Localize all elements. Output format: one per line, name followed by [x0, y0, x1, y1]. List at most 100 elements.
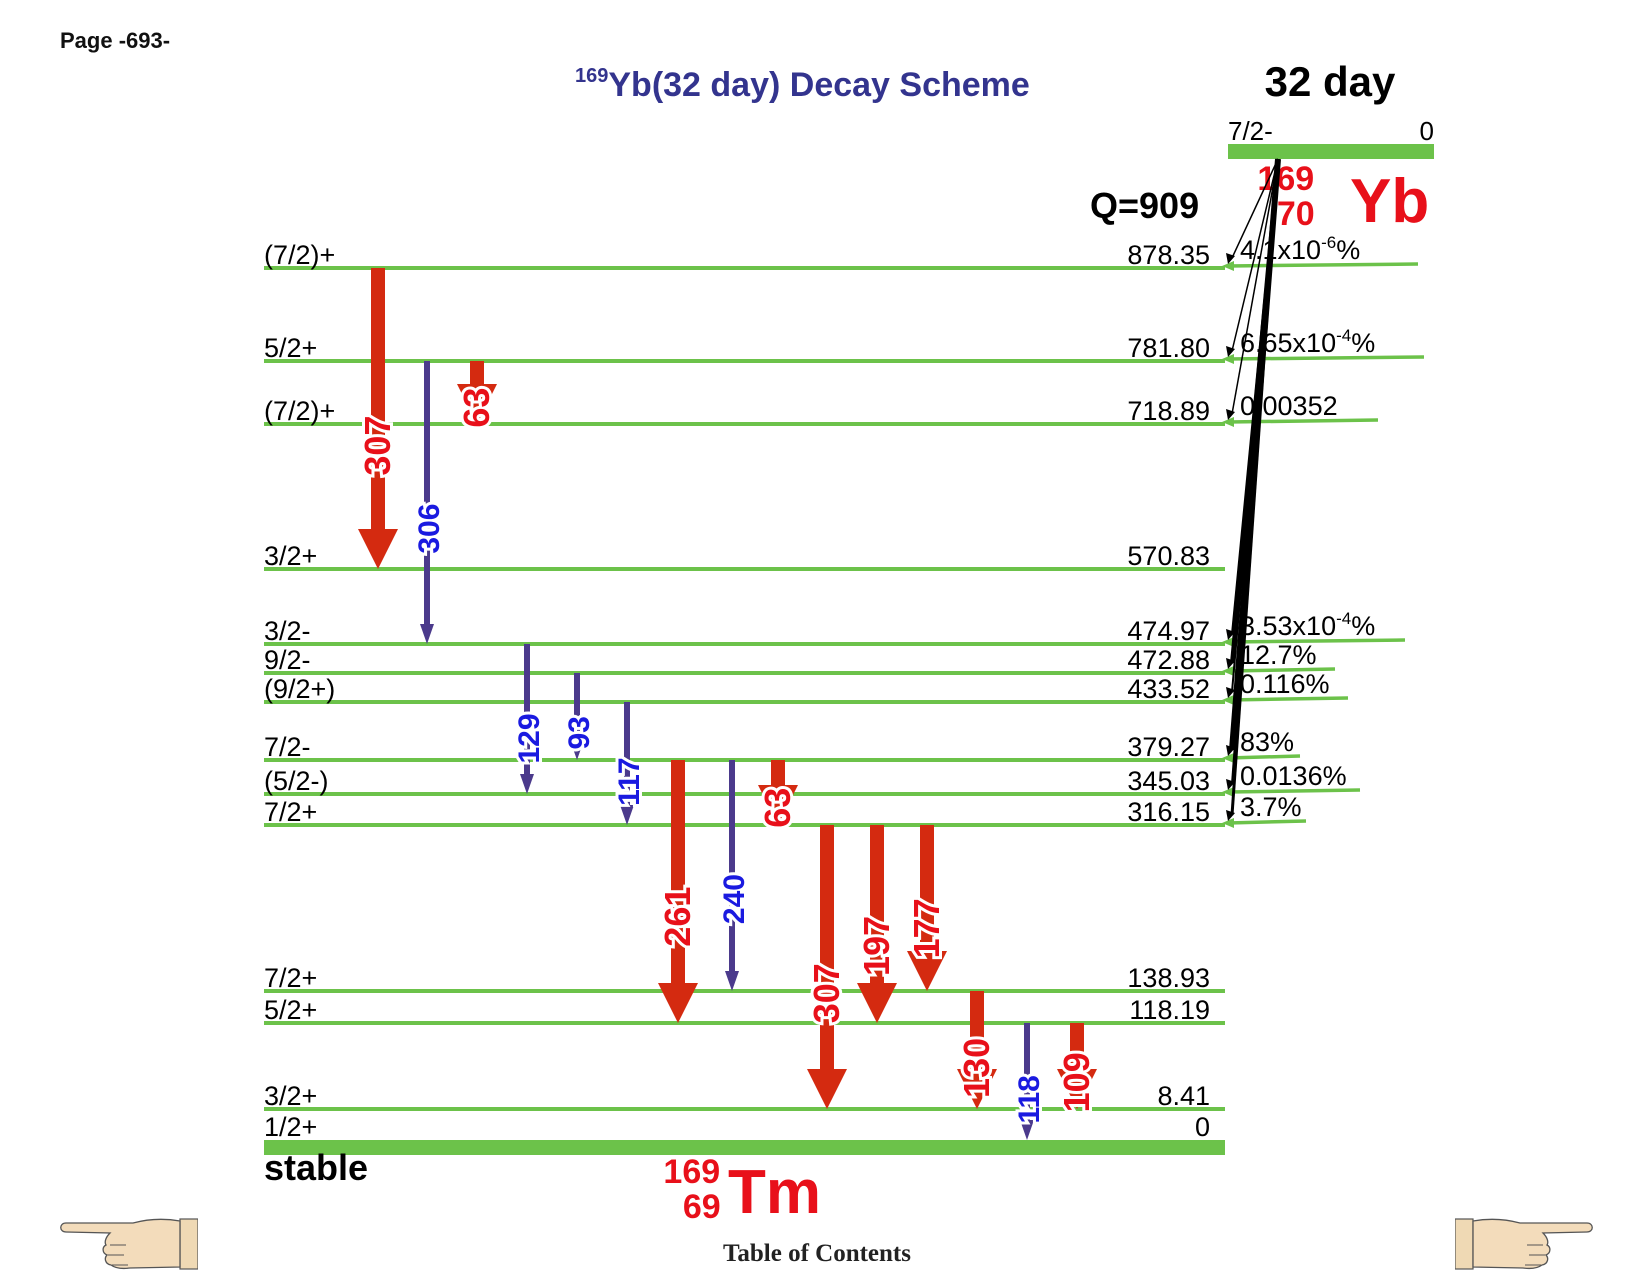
daughter-symbol: Tm	[728, 1158, 821, 1227]
transition-arrow-shaft	[1024, 1023, 1030, 1120]
level-energy: 472.88	[1127, 645, 1210, 675]
feeding-line	[1227, 696, 1349, 702]
level-energy: 570.83	[1127, 541, 1210, 571]
gamma-transition: 261	[654, 760, 701, 1023]
parent-nuclide: 169 70 Yb	[1257, 160, 1429, 236]
gamma-transition: 130	[953, 991, 1000, 1109]
gamma-transition: 307	[803, 825, 850, 1109]
energy-level: (7/2)+ 878.35	[264, 240, 1225, 270]
beta-decay-arrowhead	[1226, 745, 1235, 756]
feeding-line	[1227, 262, 1419, 268]
transition-arrowhead	[520, 774, 534, 794]
transition-arrow-shaft	[1070, 1023, 1084, 1069]
energy-level: 7/2- 379.27	[264, 732, 1225, 762]
beta-feeding: 0.00352	[1222, 391, 1379, 427]
level-spin: 9/2-	[264, 645, 311, 675]
energy-level: 7/2+ 138.93	[264, 963, 1225, 993]
transition-energy-label: 109	[1056, 1052, 1097, 1112]
parent-level-bar	[1228, 144, 1434, 159]
level-spin: 1/2+	[264, 1112, 317, 1142]
feeding-arrowhead	[1222, 695, 1234, 705]
transition-arrowhead	[358, 529, 398, 569]
transition-arrowhead	[857, 983, 897, 1023]
feeding-intensity: 12.7%	[1240, 640, 1317, 670]
transition-arrow-shaft	[624, 702, 630, 805]
beta-decay-line	[1231, 158, 1279, 415]
feeding-intensity: 83%	[1240, 727, 1294, 757]
level-energy: 118.19	[1129, 995, 1210, 1025]
feeding-arrowhead	[1222, 417, 1234, 427]
beta-decay-arrowhead	[1226, 253, 1235, 264]
feeding-arrowhead	[1222, 637, 1234, 647]
q-value: Q=909	[1090, 185, 1199, 226]
beta-decay-line	[1231, 158, 1279, 352]
level-spin: 5/2+	[264, 995, 317, 1025]
transition-arrow-shaft	[820, 825, 834, 1069]
level-energy: 316.15	[1127, 797, 1210, 827]
beta-decay-arrowhead	[1226, 810, 1235, 821]
gamma-transition: 197	[853, 825, 900, 1023]
level-spin: (7/2)+	[264, 240, 335, 270]
gamma-transition: 63	[754, 760, 801, 831]
beta-decay-arrowhead	[1226, 687, 1235, 698]
level-energy: 8.41	[1157, 1081, 1210, 1111]
level-spin: 7/2+	[264, 797, 317, 827]
beta-feeding: 0.116%	[1222, 669, 1349, 705]
daughter-nuclide: 169 69 Tm	[663, 1153, 821, 1227]
title-text: Yb(32 day) Decay Scheme	[608, 66, 1029, 104]
parent-spin: 7/2-	[1228, 116, 1273, 146]
transition-arrowhead	[725, 971, 739, 991]
level-spin: (7/2)+	[264, 396, 335, 426]
transition-arrowhead	[620, 805, 634, 825]
transition-energy-label: 118	[1013, 1075, 1046, 1123]
energy-level: 3/2- 474.97	[264, 616, 1225, 646]
beta-feeding: 3.53x10-4%	[1222, 609, 1406, 647]
level-energy: 379.27	[1127, 732, 1210, 762]
energy-level: 3/2+ 8.41	[264, 1081, 1225, 1111]
next-page-hand-icon[interactable]	[1454, 1215, 1595, 1273]
transition-energy-label: 306	[413, 504, 446, 554]
level-spin: (5/2-)	[264, 766, 329, 796]
transition-arrowhead	[957, 1069, 997, 1109]
parent-energy: 0	[1420, 116, 1434, 146]
transition-arrowhead	[420, 624, 434, 644]
feeding-arrowhead	[1222, 753, 1234, 763]
feeding-intensity: 4.1x10-6%	[1240, 233, 1360, 265]
transition-energy-label: 130	[956, 1038, 997, 1098]
energy-level: 3/2+ 570.83	[264, 541, 1225, 571]
transition-arrow-shaft	[524, 644, 530, 774]
transition-arrow-shaft	[424, 361, 430, 624]
feeding-line	[1227, 667, 1336, 673]
transition-arrowhead	[1020, 1120, 1034, 1140]
transition-energy-label: 197	[856, 916, 897, 976]
feeding-intensity: 0.116%	[1240, 669, 1330, 699]
beta-feedings: 4.1x10-6% 6.65x10-4% 0.00352 3.53x10-4%12.7…	[1222, 158, 1425, 828]
level-energy: 433.52	[1127, 674, 1210, 704]
energy-levels: (7/2)+ 878.35 5/2+ 781.80 (7/2)+ 718.89 3/2+ 57…	[264, 240, 1225, 1142]
previous-page-hand-icon[interactable]	[58, 1215, 199, 1273]
feeding-intensity: 3.7%	[1240, 792, 1302, 822]
transition-arrowhead	[758, 785, 798, 825]
transition-energy-label: 177	[906, 898, 947, 958]
page-title: 169Yb(32 day) Decay Scheme	[575, 65, 1030, 104]
title-mass-number: 169	[575, 65, 608, 87]
feeding-arrowhead	[1222, 787, 1234, 797]
energy-level: (9/2+) 433.52	[264, 674, 1225, 704]
transition-arrow-shaft	[574, 673, 580, 740]
energy-level: 9/2- 472.88	[264, 645, 1225, 675]
parent-mass-number: 169	[1257, 160, 1314, 198]
feeding-line	[1227, 638, 1406, 644]
feeding-arrowhead	[1222, 354, 1234, 364]
parent-symbol: Yb	[1350, 167, 1429, 236]
level-spin: 7/2+	[264, 963, 317, 993]
parent-atomic-number: 70	[1277, 195, 1315, 233]
transition-arrow-shaft	[771, 760, 785, 785]
gamma-transition: 240	[715, 760, 754, 991]
energy-level: 7/2+ 316.15	[264, 797, 1225, 827]
transition-energy-label: 63	[757, 788, 798, 828]
beta-decay-line	[1231, 158, 1279, 259]
table-of-contents-link[interactable]: Table of Contents	[723, 1240, 911, 1267]
transition-arrowhead	[907, 951, 947, 991]
energy-level: 5/2+ 118.19	[264, 995, 1225, 1025]
